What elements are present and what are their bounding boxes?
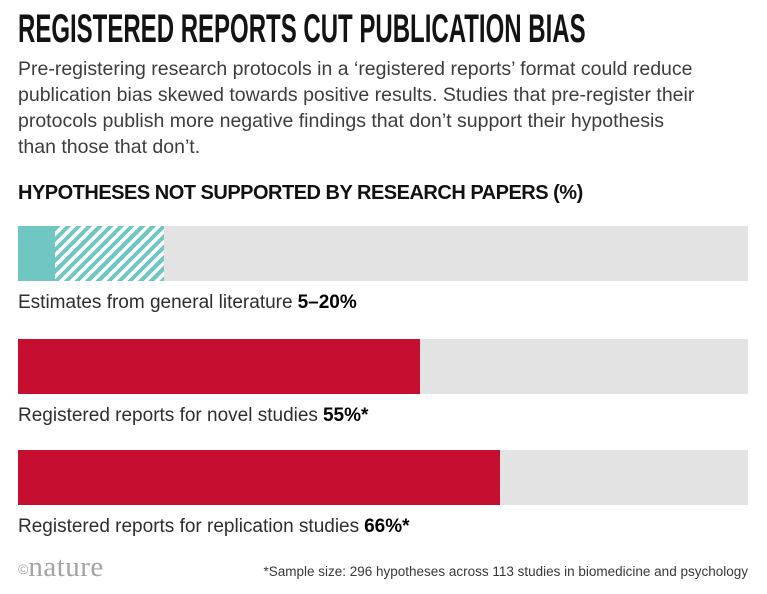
bar-value: 55%* (322, 405, 369, 426)
bar-label: Estimates from general literature 5–20% (18, 290, 748, 316)
bar-track (18, 339, 748, 394)
bar-label-text: Registered reports for novel studies (18, 405, 318, 426)
sample-size-footnote: *Sample size: 296 hypotheses across 113 … (263, 564, 748, 579)
subtitle-line: than those that don’t. (18, 136, 201, 158)
subtitle: Pre-registering research protocols in a … (18, 56, 748, 160)
bar-fill-solid (18, 339, 420, 394)
bar-fill-solid (18, 450, 500, 505)
subtitle-line: protocols publish more negative findings… (18, 110, 665, 132)
bar-label-text: Registered reports for replication studi… (18, 516, 360, 537)
chart-heading: HYPOTHESES NOT SUPPORTED BY RESEARCH PAP… (18, 182, 583, 204)
subtitle-line: publication bias skewed towards positive… (18, 84, 695, 106)
copyright-icon: © (18, 561, 29, 577)
footer: ©nature *Sample size: 296 hypotheses acr… (18, 552, 748, 586)
bar-row-general-literature: Estimates from general literature 5–20% (18, 226, 748, 316)
bar-row-replication-studies: Registered reports for replication studi… (18, 450, 748, 540)
bar-label: Registered reports for replication studi… (18, 514, 748, 540)
bar-value: 5–20% (297, 292, 357, 313)
page-title: REGISTERED REPORTS CUT PUBLICATION BIAS (18, 9, 748, 49)
bar-row-novel-studies: Registered reports for novel studies 55%* (18, 339, 748, 429)
nature-logo: ©nature (18, 552, 104, 586)
bar-label-text: Estimates from general literature (18, 292, 293, 313)
bar-fill-solid (18, 226, 55, 281)
bar-track (18, 226, 748, 281)
brand-name: nature (28, 551, 104, 583)
bar-chart: Estimates from general literature 5–20% R… (18, 226, 748, 540)
bar-track (18, 450, 748, 505)
subtitle-line: Pre-registering research protocols in a … (18, 58, 693, 80)
bar-value: 66%* (364, 516, 410, 537)
page-title-text: REGISTERED REPORTS CUT PUBLICATION BIAS (18, 7, 586, 51)
bar-label: Registered reports for novel studies 55%* (18, 403, 748, 429)
bar-fill-hatched (54, 226, 164, 281)
